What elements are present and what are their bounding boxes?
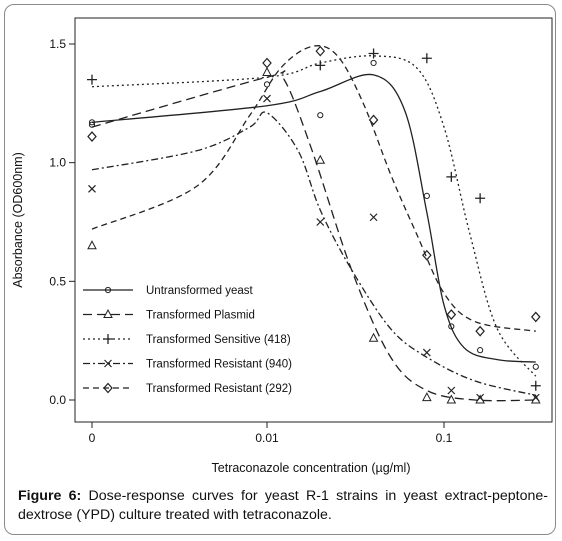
point-series-5: [262, 57, 272, 69]
data-points: [87, 45, 541, 404]
figure-caption: Figure 6: Dose-response curves for yeast…: [18, 487, 548, 525]
legend: Untransformed yeast Transformed Plasmid Tr…: [83, 285, 292, 395]
figure-number: Figure 6:: [18, 488, 82, 504]
point-series-5: [315, 45, 326, 57]
point-series-1: [423, 192, 430, 199]
point-series-3: [421, 53, 432, 64]
chart-axes: 0 0.01 0.1 0.0 0.5 1.0 1.5: [49, 17, 553, 445]
point-series-2: [422, 392, 432, 402]
legend-label-5: Transformed Resistant (292): [146, 383, 292, 395]
x-tick-label: 0: [89, 431, 96, 445]
legend-label-1: Untransformed yeast: [146, 285, 254, 297]
point-series-2: [446, 394, 457, 404]
point-series-4: [531, 393, 540, 402]
point-series-1: [477, 347, 484, 354]
point-series-4: [447, 386, 456, 395]
curve-series-2: [91, 70, 536, 402]
point-series-4: [88, 184, 96, 193]
point-series-3: [530, 380, 541, 391]
fitted-curves: [91, 45, 537, 402]
point-series-5: [446, 309, 457, 320]
point-series-1: [370, 59, 377, 67]
point-series-5: [87, 131, 97, 142]
legend-label-2: Transformed Plasmid: [146, 310, 255, 322]
point-series-3: [368, 48, 379, 59]
point-series-4: [316, 218, 325, 226]
point-series-2: [475, 394, 485, 404]
point-series-1: [532, 363, 539, 370]
point-series-2: [87, 240, 97, 250]
curve-series-1: [91, 73, 536, 363]
legend-marker-1: [104, 286, 112, 294]
y-tick-label: 1.0: [49, 156, 66, 170]
point-series-5: [530, 311, 541, 323]
point-series-1: [88, 119, 96, 126]
point-series-2: [315, 154, 326, 164]
point-series-5: [368, 114, 379, 126]
legend-marker-2: [103, 308, 113, 318]
x-axis-label: Tetraconazole concentration (µg/ml): [212, 461, 411, 475]
point-series-1: [448, 323, 455, 330]
point-series-3: [475, 193, 486, 204]
legend-marker-4: [104, 359, 112, 368]
y-tick-label: 0.5: [49, 274, 66, 288]
curve-series-3: [91, 55, 537, 377]
point-series-3: [446, 171, 457, 182]
y-axis-label: Absorbance (OD600nm): [11, 152, 25, 287]
point-series-4: [476, 393, 485, 402]
point-series-3: [87, 74, 97, 85]
figure-frame: [4, 4, 556, 535]
point-series-2: [262, 66, 272, 76]
curve-series-4: [91, 111, 536, 396]
y-tick-label: 0.0: [49, 393, 66, 407]
y-tick-label: 1.5: [49, 37, 66, 51]
x-tick-label: 0.01: [255, 431, 279, 445]
curve-series-5: [91, 45, 536, 332]
point-series-3: [315, 60, 326, 71]
point-series-1: [317, 112, 324, 119]
x-tick-label: 0.1: [436, 431, 453, 445]
point-series-2: [368, 332, 379, 342]
legend-marker-3: [103, 334, 113, 344]
point-series-1: [88, 121, 96, 128]
legend-marker-5: [103, 382, 113, 394]
point-series-1: [263, 81, 271, 88]
legend-label-4: Transformed Resistant (940): [146, 359, 292, 371]
point-series-4: [369, 213, 378, 222]
caption-text: Dose-response curves for yeast R-1 strai…: [18, 488, 548, 523]
point-series-4: [263, 94, 271, 103]
point-series-2: [530, 394, 541, 404]
point-series-4: [422, 348, 431, 357]
plot-border: [74, 17, 553, 423]
point-series-5: [422, 249, 432, 261]
dose-response-chart: 0 0.01 0.1 0.0 0.5 1.0 1.5 Untransformed yeast…: [11, 17, 553, 475]
legend-label-3: Transformed Sensitive (418): [146, 334, 291, 346]
point-series-5: [475, 325, 485, 337]
